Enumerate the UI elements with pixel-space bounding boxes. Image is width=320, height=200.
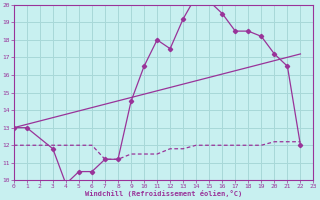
X-axis label: Windchill (Refroidissement éolien,°C): Windchill (Refroidissement éolien,°C): [85, 190, 242, 197]
